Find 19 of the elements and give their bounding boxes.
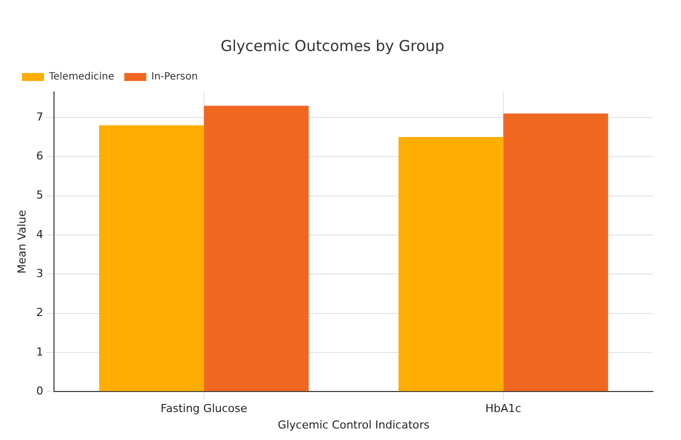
legend-label: Telemedicine <box>48 72 114 83</box>
bar <box>503 114 608 392</box>
bar <box>99 125 204 392</box>
y-tick-label: 5 <box>36 188 44 202</box>
y-axis-title: Mean Value <box>15 210 28 274</box>
y-tick-label: 1 <box>36 345 44 358</box>
y-tick-label: 2 <box>36 306 44 320</box>
x-tick-label: HbA1c <box>485 402 522 416</box>
y-tick-label: 0 <box>36 384 44 398</box>
chart-title: Glycemic Outcomes by Group <box>220 36 444 55</box>
y-tick-label: 7 <box>36 110 44 124</box>
y-tick-label: 4 <box>36 228 44 241</box>
bar <box>398 137 504 392</box>
y-tick-label: 3 <box>36 266 44 280</box>
bar <box>204 106 309 392</box>
legend-label: In-Person <box>151 72 198 83</box>
x-axis-title: Glycemic Control Indicators <box>278 418 430 432</box>
x-tick-label: Fasting Glucose <box>160 402 248 416</box>
y-tick-label: 6 <box>36 149 44 162</box>
